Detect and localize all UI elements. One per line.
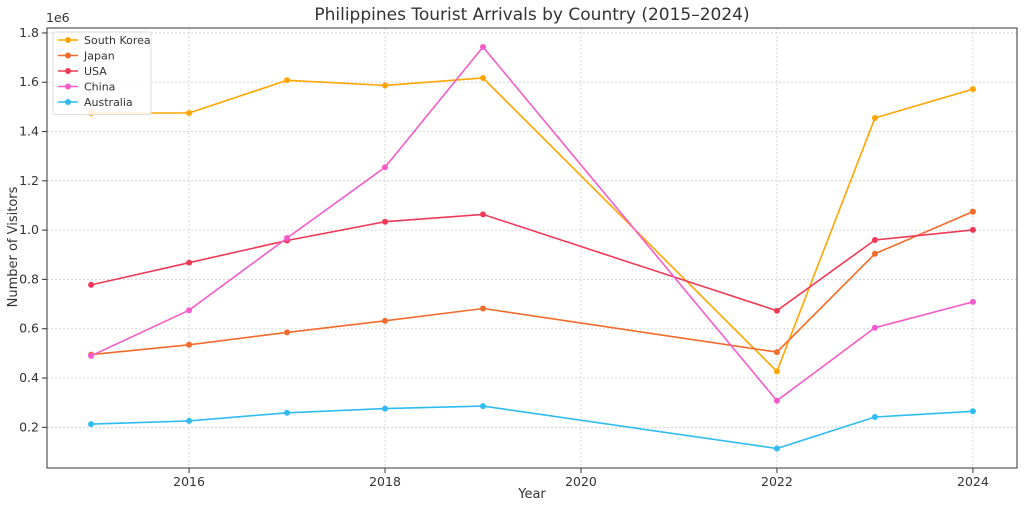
- data-point: [186, 259, 193, 266]
- x-tick-label: 2016: [173, 474, 205, 489]
- data-point: [969, 208, 976, 215]
- data-point: [186, 110, 193, 117]
- y-tick-label: 1.0: [19, 222, 39, 237]
- data-point: [871, 413, 878, 420]
- y-tick-label: 0.2: [19, 419, 39, 434]
- series-line-usa: [90, 213, 973, 312]
- x-tick-label: 2020: [565, 474, 597, 489]
- data-point: [284, 235, 291, 242]
- data-point: [773, 368, 780, 375]
- data-point: [969, 86, 976, 93]
- data-point: [969, 408, 976, 415]
- legend-marker: [65, 83, 71, 90]
- legend-marker: [65, 37, 71, 43]
- series-line-australia: [91, 405, 973, 450]
- legend-label: Australia: [84, 96, 133, 109]
- legend-marker: [65, 52, 71, 59]
- data-point: [382, 317, 389, 324]
- y-axis-label: Number of Visitors: [6, 186, 21, 307]
- legend-marker: [65, 99, 71, 105]
- y-tick-label: 0.4: [19, 370, 39, 385]
- legend-label: Japan: [83, 50, 115, 63]
- data-point: [382, 405, 389, 412]
- data-point: [480, 403, 487, 410]
- data-point: [969, 226, 976, 233]
- data-point: [186, 341, 193, 348]
- data-point: [284, 409, 291, 416]
- data-point: [871, 250, 878, 257]
- y-tick-label: 0.8: [19, 271, 39, 286]
- data-point: [480, 75, 487, 82]
- x-tick-label: 2022: [761, 474, 793, 489]
- data-point: [871, 324, 878, 331]
- legend-label: South Korea: [84, 34, 151, 47]
- legend-label: USA: [84, 65, 107, 78]
- series-line-japan: [91, 210, 974, 356]
- x-tick-label: 2024: [957, 474, 989, 489]
- y-tick-label: 1.4: [19, 124, 39, 139]
- data-point: [773, 307, 780, 314]
- data-point: [480, 43, 487, 50]
- legend-label: China: [84, 81, 115, 94]
- data-point: [382, 218, 389, 225]
- data-point: [88, 421, 95, 428]
- y-tick-label: 0.6: [19, 321, 39, 336]
- legend: South Korea Japan USA China Australia: [52, 31, 152, 115]
- grid-lines: [47, 28, 1017, 468]
- data-point: [773, 349, 780, 356]
- data-point: [382, 164, 389, 171]
- data-point: [871, 114, 878, 121]
- y-tick-label: 1.2: [19, 173, 39, 188]
- data-point: [480, 305, 487, 312]
- data-point: [88, 352, 95, 359]
- data-point: [969, 298, 976, 305]
- data-point: [773, 397, 780, 404]
- series-line-china: [90, 45, 974, 402]
- x-axis-label: Year: [517, 487, 546, 502]
- data-point: [871, 236, 878, 243]
- y-tick-label: 1.8: [19, 25, 39, 40]
- series-lines: [88, 43, 976, 452]
- series-line-south-korea: [91, 77, 974, 373]
- data-point: [382, 82, 389, 89]
- chart-title: Philippines Tourist Arrivals by Country …: [314, 5, 749, 25]
- data-point: [186, 307, 193, 314]
- x-tick-label: 2018: [369, 474, 401, 489]
- y-tick-label: 1.6: [19, 74, 39, 89]
- legend-marker: [65, 68, 71, 74]
- tick-labels: 2016 2018 2020 2022 2024 0.2 0.4 0.6 0.8 1.0 1.2 1.…: [19, 25, 989, 489]
- data-point: [480, 211, 487, 218]
- data-point: [88, 281, 95, 288]
- plot-frame: [46, 27, 1018, 469]
- legend-box: [52, 31, 152, 115]
- data-point: [284, 77, 291, 84]
- data-point: [773, 445, 780, 452]
- data-point: [186, 417, 193, 424]
- axes: [46, 27, 1018, 469]
- y-axis-multiplier: 1e6: [46, 10, 70, 25]
- data-point: [284, 329, 291, 336]
